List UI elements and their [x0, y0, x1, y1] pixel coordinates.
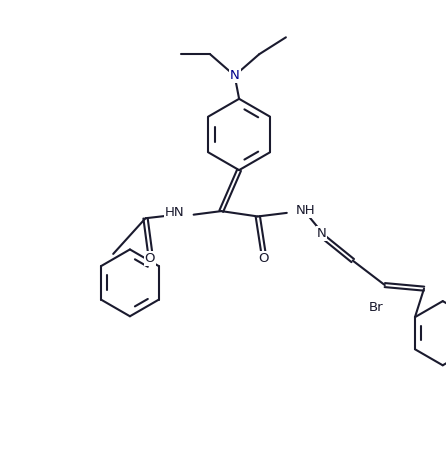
Text: Br: Br: [369, 301, 383, 314]
Text: O: O: [145, 252, 155, 266]
Text: HN: HN: [165, 206, 185, 219]
Text: NH: NH: [295, 204, 315, 217]
Text: O: O: [258, 252, 268, 266]
Text: N: N: [316, 227, 326, 240]
Text: N: N: [230, 69, 240, 82]
